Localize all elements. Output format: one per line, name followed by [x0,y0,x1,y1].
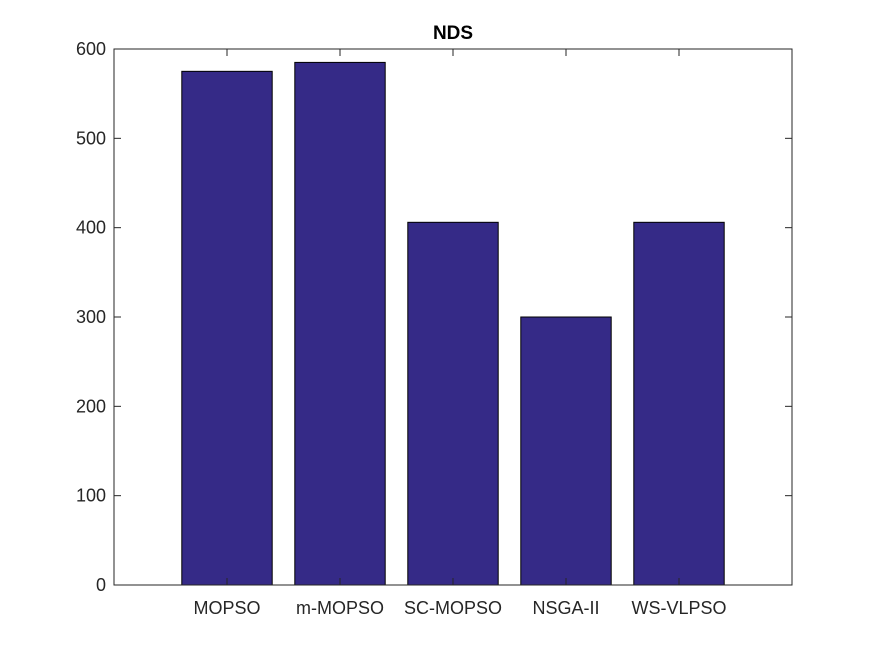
x-tick-label: m-MOPSO [296,598,384,618]
bar-ws-vlpso [633,221,725,586]
y-tick-label: 200 [76,396,106,416]
bars-group [181,61,725,586]
x-tick-label: WS-VLPSO [631,598,726,618]
y-axis: 0 100 200 300 400 500 600 [76,39,792,595]
x-tick-label: NSGA-II [532,598,599,618]
x-tick-label: MOPSO [193,598,260,618]
y-tick-label: 400 [76,218,106,238]
x-axis: MOPSO m-MOPSO SC-MOPSO NSGA-II WS-VLPSO [193,49,727,618]
y-tick-label: 600 [76,39,106,59]
bar-sc-mopso [407,221,499,586]
chart-title: NDS [433,23,473,44]
y-tick-label: 0 [96,575,106,595]
y-tick-label: 500 [76,128,106,148]
y-tick-label: 100 [76,486,106,506]
bar-nsga-ii [520,316,612,586]
x-tick-label: SC-MOPSO [404,598,502,618]
bar-mopso [181,70,273,586]
bar-m-mopso [294,61,386,586]
y-tick-label: 300 [76,307,106,327]
